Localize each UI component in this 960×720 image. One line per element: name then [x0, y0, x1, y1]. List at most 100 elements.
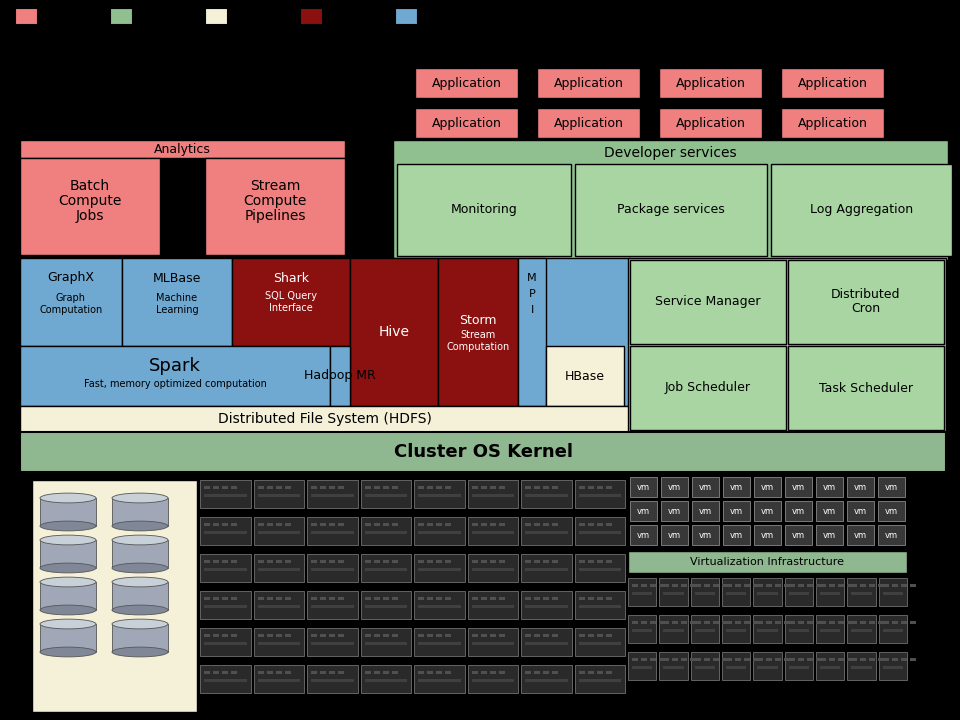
Bar	[663, 621, 669, 624]
Text: Interface: Interface	[269, 303, 313, 313]
Bar	[606, 671, 612, 674]
Bar	[204, 560, 210, 563]
Bar	[267, 560, 273, 563]
Bar	[661, 525, 688, 545]
Bar	[781, 108, 884, 138]
Bar	[427, 671, 433, 674]
Bar	[307, 628, 357, 656]
Bar	[365, 597, 371, 600]
Bar	[330, 346, 350, 406]
Bar	[784, 621, 790, 624]
Bar	[910, 584, 916, 587]
Bar	[231, 560, 237, 563]
Bar	[257, 568, 300, 571]
Bar	[900, 621, 906, 624]
Bar	[521, 517, 571, 545]
Bar	[338, 560, 344, 563]
Bar	[204, 605, 247, 608]
Text: vm: vm	[854, 506, 867, 516]
Bar	[213, 671, 219, 674]
Bar	[300, 8, 322, 24]
Bar	[882, 584, 889, 587]
Bar	[200, 480, 251, 508]
Text: Hive: Hive	[378, 325, 410, 339]
Bar	[20, 432, 946, 472]
Bar	[878, 578, 907, 606]
Bar	[630, 477, 657, 497]
Bar	[588, 597, 593, 600]
Bar	[418, 494, 461, 497]
Bar	[418, 634, 424, 637]
Bar	[659, 621, 665, 624]
Bar	[284, 671, 291, 674]
Bar	[471, 597, 477, 600]
Bar	[518, 258, 546, 406]
Bar	[418, 568, 461, 571]
Bar	[122, 258, 232, 346]
Text: Monitoring: Monitoring	[450, 204, 517, 217]
Bar	[596, 597, 603, 600]
Bar	[445, 560, 451, 563]
Bar	[436, 634, 442, 637]
Bar	[397, 164, 571, 256]
Bar	[311, 642, 353, 645]
Bar	[723, 501, 750, 521]
Bar	[892, 658, 898, 661]
Text: vm: vm	[792, 482, 805, 492]
Text: Computation: Computation	[446, 342, 510, 352]
Bar	[329, 671, 335, 674]
Bar	[320, 560, 326, 563]
Bar	[574, 665, 625, 693]
Bar	[471, 560, 477, 563]
Bar	[481, 671, 487, 674]
Text: Storm: Storm	[459, 313, 496, 326]
Bar	[579, 531, 621, 534]
Bar	[722, 621, 728, 624]
Bar	[311, 597, 317, 600]
Bar	[757, 666, 778, 669]
Bar	[788, 346, 944, 430]
Text: I: I	[530, 305, 534, 315]
Bar	[471, 634, 477, 637]
Bar	[606, 560, 612, 563]
Bar	[284, 486, 291, 489]
Text: P: P	[529, 289, 536, 299]
Bar	[744, 584, 750, 587]
Bar	[521, 480, 571, 508]
Bar	[632, 621, 638, 624]
Bar	[757, 658, 763, 661]
Text: vm: vm	[636, 506, 650, 516]
Bar	[393, 140, 948, 260]
Bar	[445, 486, 451, 489]
Bar	[338, 523, 344, 526]
Bar	[307, 517, 357, 545]
Bar	[663, 592, 684, 595]
Bar	[757, 584, 763, 587]
Bar	[847, 501, 874, 521]
Bar	[231, 671, 237, 674]
Bar	[878, 615, 907, 643]
Bar	[392, 486, 397, 489]
Bar	[659, 108, 762, 138]
Bar	[754, 501, 781, 521]
Bar	[878, 658, 884, 661]
Bar	[704, 621, 709, 624]
Bar	[735, 584, 741, 587]
Bar	[365, 642, 407, 645]
Bar	[847, 584, 853, 587]
Text: Application: Application	[432, 76, 501, 89]
Bar	[481, 486, 487, 489]
Bar	[712, 621, 719, 624]
Bar	[253, 591, 304, 619]
Text: Graph: Graph	[56, 293, 86, 303]
Bar	[552, 523, 558, 526]
Bar	[628, 615, 657, 643]
Bar	[574, 554, 625, 582]
Bar	[257, 597, 263, 600]
Bar	[471, 671, 477, 674]
Text: GraphX: GraphX	[47, 271, 94, 284]
Bar	[852, 658, 857, 661]
Bar	[606, 486, 612, 489]
Text: Machine: Machine	[156, 293, 198, 303]
Bar	[552, 671, 558, 674]
